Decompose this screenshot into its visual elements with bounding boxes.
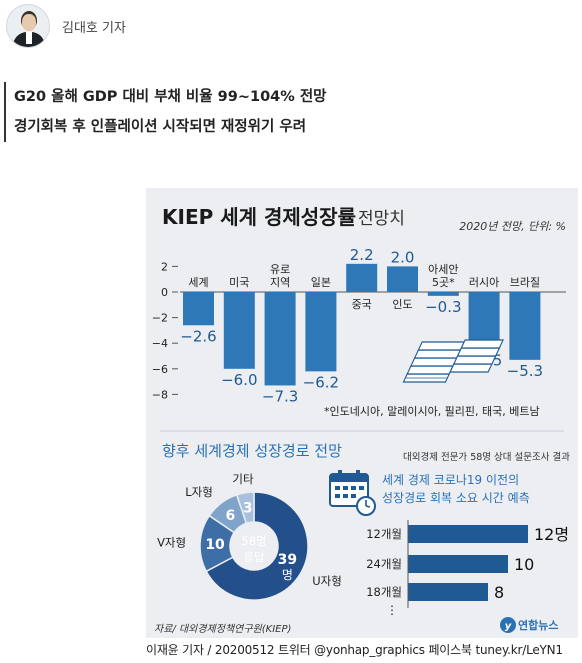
source-note: 자료/ 대외경제정책연구원(KIEP) — [154, 623, 291, 635]
bar-value-label: −6.2 — [303, 373, 339, 391]
donut-slice-value: 39 — [278, 552, 297, 568]
y-tick-label: 2 — [161, 260, 168, 273]
bar — [427, 292, 459, 296]
infographic: KIEP 세계 경제성장률 전망치 2020년 전망, 단위: % 2 0 −2 −4… — [146, 188, 578, 638]
avatar-shirt — [26, 32, 32, 44]
avatar-face — [22, 14, 36, 31]
author-name[interactable]: 김대호 기자 — [62, 20, 126, 36]
recovery-category-label: 18개월 — [366, 585, 402, 599]
calendar-clock-icon — [329, 470, 376, 516]
donut-chart: 39명 U자형 10 V자형 6 L자형 3 기타 — [157, 472, 342, 601]
money-stack-icon — [402, 339, 504, 383]
category-label: 5곳* — [432, 276, 455, 289]
graphic-credit: 이재윤 기자 / 20200512 트위터 @yonhap_graphics 페… — [146, 643, 563, 657]
donut-slice-value: 3 — [243, 501, 253, 517]
donut-slice — [205, 491, 309, 601]
category-label: 유로 — [270, 263, 290, 276]
recovery-category-label: 12개월 — [366, 527, 402, 541]
y-tick-label: −8 — [152, 388, 168, 401]
recovery-category-label: 24개월 — [366, 557, 402, 571]
subheadlines: G20 올해 GDP 대비 부채 비율 99~104% 전망 경기회복 후 인플… — [4, 82, 327, 142]
bar — [387, 266, 418, 292]
category-label: 미국 — [229, 276, 249, 289]
category-label: 지역 — [270, 276, 290, 289]
bar-value-label: −0.3 — [425, 298, 461, 316]
recovery-bar-series: 12개월 12명 24개월 10 18개월 8 ⋮ — [366, 520, 569, 617]
bar — [509, 292, 541, 360]
footnote: *인도네시아, 말레이시아, 필리핀, 태국, 베트남 — [324, 405, 540, 418]
infographic-svg: KIEP 세계 경제성장률 전망치 2020년 전망, 단위: % 2 0 −2 −4… — [152, 205, 570, 635]
bar — [305, 292, 337, 372]
donut-slice-value: 6 — [226, 508, 236, 524]
donut-center-line2: 응답 — [243, 550, 265, 564]
donut-slice-label: L자형 — [185, 485, 213, 499]
bar — [183, 292, 214, 326]
category-label: 아세안 — [428, 263, 458, 276]
yonhap-logo: y 연합뉴스 — [500, 617, 558, 633]
section2-note: 대외경제 전문가 58명 상대 설문조사 결과 — [403, 451, 570, 463]
y-tick-label: 0 — [161, 286, 168, 299]
donut-slice-label: 기타 — [232, 472, 254, 486]
recovery-title-line1: 세계 경제 코로나19 이전의 — [382, 473, 519, 487]
recovery-bar-value: 8 — [494, 583, 504, 602]
category-label: 중국 — [352, 298, 372, 311]
bar-value-label: −6.0 — [221, 371, 257, 389]
recovery-bar — [408, 583, 488, 601]
bar-value-label: −5.3 — [507, 362, 543, 380]
donut-slice — [235, 491, 255, 525]
bar-value-label: −2.6 — [180, 327, 216, 345]
author-avatar[interactable] — [6, 4, 50, 48]
yonhap-logo-text: 연합뉴스 — [518, 618, 558, 632]
recovery-bar — [408, 555, 508, 573]
chart-subtitle: 전망치 — [358, 209, 405, 229]
donut-center-line1: 58명 — [241, 534, 266, 548]
donut-slice-label: U자형 — [312, 574, 342, 588]
donut-slice-value: 10 — [205, 537, 225, 553]
bar — [223, 292, 255, 369]
bar — [264, 292, 296, 386]
bar — [346, 263, 378, 292]
recovery-ellipsis: ⋮ — [386, 603, 398, 617]
unit-note: 2020년 전망, 단위: % — [459, 220, 566, 233]
recovery-bar-value: 10 — [514, 555, 534, 574]
category-label: 인도 — [392, 298, 412, 311]
bar-value-label: 2.0 — [391, 248, 415, 266]
category-label: 일본 — [311, 275, 331, 289]
subheadline-1: G20 올해 GDP 대비 부채 비율 99~104% 전망 — [14, 89, 327, 105]
subheadline-2: 경기회복 후 인플레이션 시작되면 재정위기 우려 — [14, 119, 307, 135]
y-tick-label: −6 — [152, 363, 168, 376]
donut-slice-unit: 명 — [282, 568, 293, 582]
y-tick-label: −2 — [152, 312, 168, 325]
recovery-bar — [408, 525, 528, 543]
recovery-bar-value: 12명 — [534, 525, 569, 544]
donut-slice-label: V자형 — [157, 535, 186, 549]
author-header: 김대호 기자 — [6, 3, 126, 49]
category-label: 세계 — [188, 276, 208, 289]
recovery-title-line2: 성장경로 회복 소요 시간 예측 — [382, 491, 530, 505]
bar-value-label: −7.3 — [262, 387, 298, 405]
svg-text:y: y — [505, 621, 512, 632]
y-tick-label: −4 — [152, 337, 168, 350]
category-label: 브라질 — [510, 276, 540, 289]
section2-title: 향후 세계경제 성장경로 전망 — [162, 442, 342, 460]
bar-value-label: 2.2 — [350, 246, 374, 264]
chart-title: KIEP 세계 경제성장률 — [162, 205, 356, 229]
category-label: 러시아 — [469, 276, 499, 289]
yonhap-logo-icon — [500, 617, 516, 633]
